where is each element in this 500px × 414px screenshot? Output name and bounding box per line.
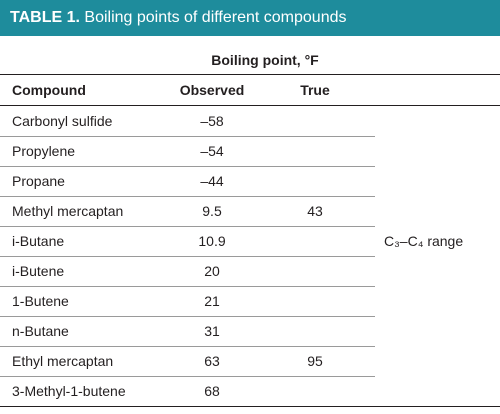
title: TABLE 1. Boiling points of different com… <box>10 9 346 27</box>
compound-name: 1-Butene <box>12 293 69 309</box>
value-cell: 68 <box>204 383 220 399</box>
value-cell: 31 <box>204 323 220 339</box>
range-note: C₃–C₄ range <box>384 233 464 249</box>
compound-name: Propylene <box>12 143 76 159</box>
table-title: Boiling points of different compounds <box>84 9 347 26</box>
value-cell: 63 <box>204 353 220 369</box>
value-cell: –58 <box>200 113 224 129</box>
row-rule <box>0 346 375 347</box>
column-header: True <box>300 82 330 98</box>
rule <box>0 74 500 75</box>
row-rule <box>0 406 500 407</box>
value-cell: –44 <box>200 173 224 189</box>
rule <box>0 105 500 106</box>
value-cell: 95 <box>307 353 323 369</box>
table-label: TABLE 1. <box>10 9 80 26</box>
compound-name: n-Butane <box>12 323 69 339</box>
value-cell: 43 <box>307 203 323 219</box>
compound-name: i-Butene <box>12 263 65 279</box>
row-rule <box>0 226 375 227</box>
row-rule <box>0 376 375 377</box>
row-rule <box>0 316 375 317</box>
column-header: Observed <box>179 82 245 98</box>
value-cell: 20 <box>204 263 220 279</box>
compound-name: Carbonyl sulfide <box>12 113 113 129</box>
title-bar: TABLE 1. Boiling points of different com… <box>0 0 500 36</box>
compound-name: Propane <box>12 173 65 189</box>
row-rule <box>0 286 375 287</box>
compound-name: Methyl mercaptan <box>12 203 124 219</box>
column-header: Compound <box>12 82 86 98</box>
group-header: Boiling point, °F <box>211 52 319 68</box>
row-rule <box>0 196 375 197</box>
value-cell: –54 <box>200 143 224 159</box>
compound-name: i-Butane <box>12 233 65 249</box>
value-cell: 21 <box>204 293 220 309</box>
value-cell: 10.9 <box>198 233 226 249</box>
row-rule <box>0 166 375 167</box>
compound-name: Ethyl mercaptan <box>12 353 114 369</box>
compound-name: 3-Methyl-1-butene <box>12 383 126 399</box>
row-rule <box>0 256 375 257</box>
value-cell: 9.5 <box>202 203 222 219</box>
row-rule <box>0 136 375 137</box>
